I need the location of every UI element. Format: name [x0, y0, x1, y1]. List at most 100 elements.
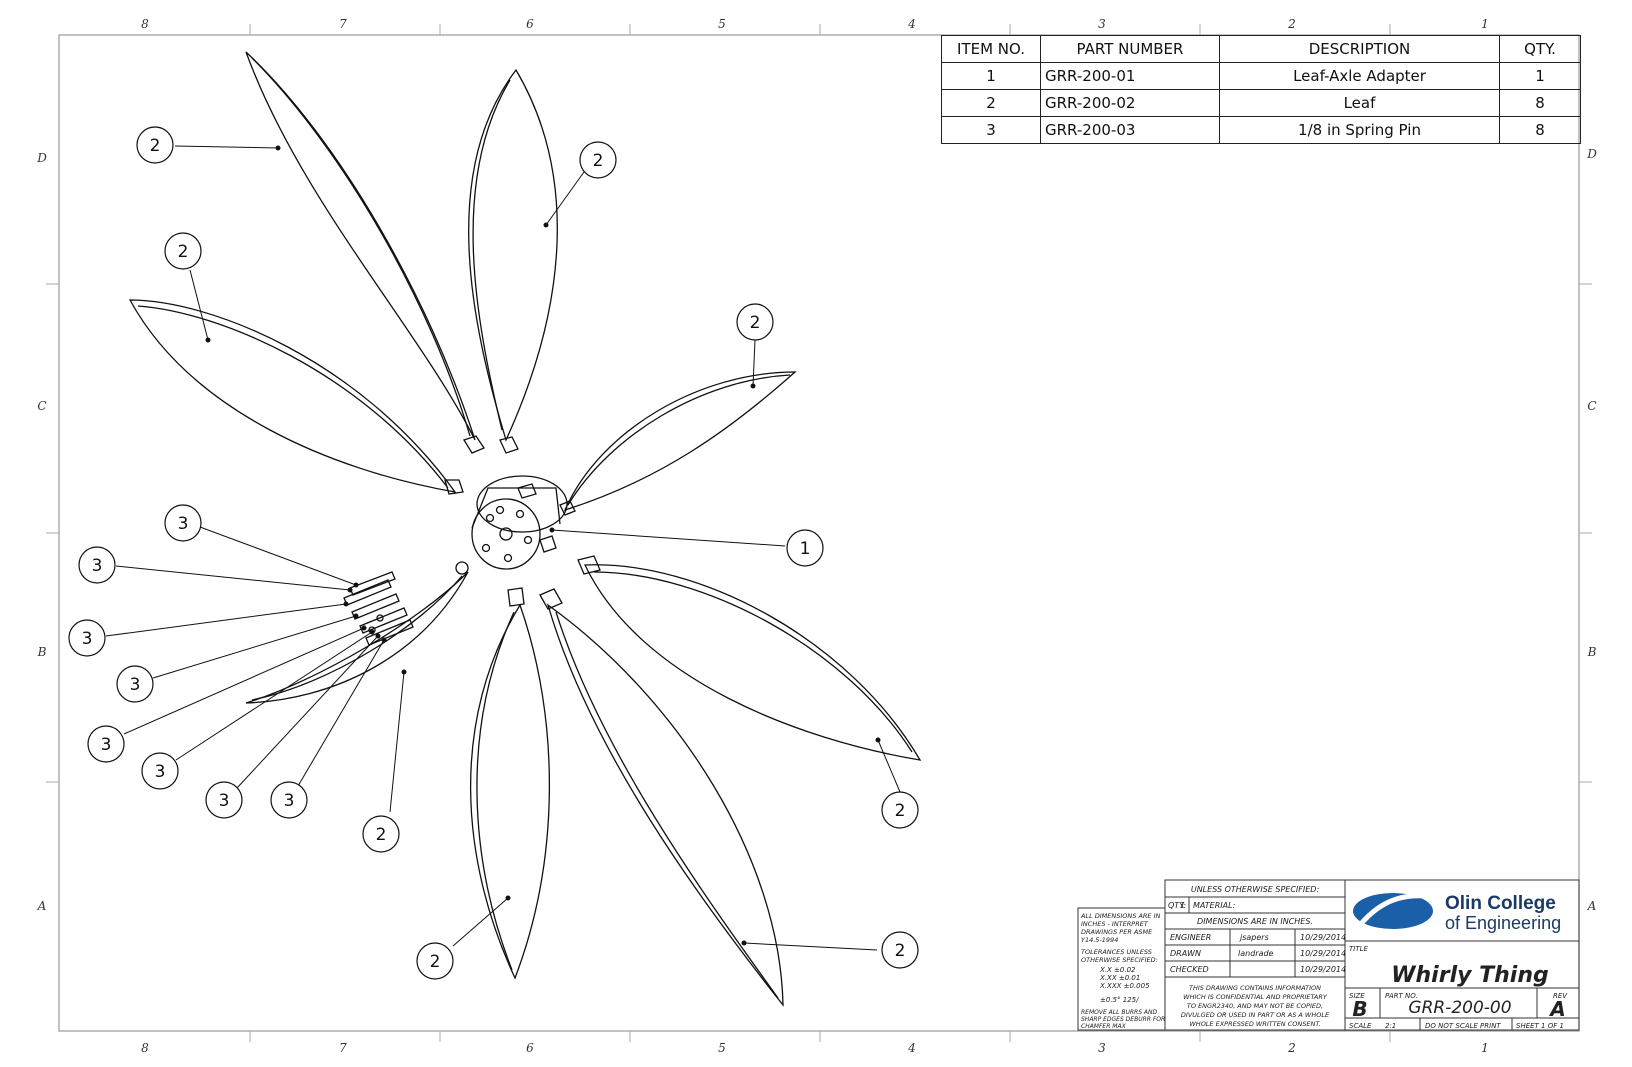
exploded-assembly [128, 51, 922, 1007]
leaf-bottom-right [539, 588, 784, 1007]
bom-header-part: PART NUMBER [1040, 35, 1220, 63]
svg-text:2: 2 [895, 801, 906, 821]
zone-labels-bottom: 8 7 6 5 4 3 2 1 [141, 1041, 1489, 1055]
zone-right-B: B [1587, 645, 1597, 659]
qty-value: 1 [1180, 901, 1185, 910]
sheet-number: SHEET 1 OF 1 [1516, 1022, 1564, 1030]
confidential-line-1: THIS DRAWING CONTAINS INFORMATION [1189, 984, 1321, 992]
engineer-date: 10/29/2014 [1300, 933, 1346, 942]
left-note-5: OTHERWISE SPECIFIED: [1081, 956, 1158, 964]
drawn-date: 10/29/2014 [1300, 949, 1346, 958]
olin-logo: Olin College of Engineering [1353, 893, 1561, 933]
bom-header-row: ITEM NO. PART NUMBER DESCRIPTION QTY. [941, 35, 1581, 63]
zone-left-C: C [37, 399, 46, 413]
balloon-leaf-8: 2 [881, 931, 919, 969]
table-row: 1 GRR-200-01 Leaf-Axle Adapter 1 [941, 62, 1581, 90]
zone-bottom-2: 2 [1287, 1041, 1296, 1055]
bom-item: 3 [941, 116, 1041, 144]
logo-line-2: of Engineering [1445, 913, 1561, 933]
size-label: SIZE [1349, 992, 1365, 1000]
zone-right-D: D [1586, 147, 1597, 161]
do-not-scale: DO NOT SCALE PRINT [1425, 1022, 1501, 1030]
balloon-leaf-4: 2 [736, 303, 774, 341]
balloon-leaf-6: 2 [881, 791, 919, 829]
svg-text:3: 3 [101, 735, 112, 755]
balloon-pin-8: 3 [270, 781, 308, 819]
svg-text:2: 2 [150, 136, 161, 156]
zone-top-3: 3 [1098, 17, 1106, 31]
zone-left-D: D [36, 151, 47, 165]
balloon-pin-3: 3 [68, 619, 106, 657]
svg-text:2: 2 [178, 242, 189, 262]
zone-bottom-7: 7 [339, 1041, 347, 1055]
scale-value: 2:1 [1385, 1022, 1396, 1030]
zone-top-2: 2 [1287, 17, 1296, 31]
table-row: 3 GRR-200-03 1/8 in Spring Pin 8 [941, 116, 1581, 144]
bom-qty: 8 [1499, 116, 1581, 144]
zone-top-8: 8 [141, 17, 149, 31]
drawing-frame [58, 34, 1580, 1032]
bom-part-number: GRR-200-02 [1040, 89, 1220, 117]
balloon-leaf-5: 2 [362, 815, 400, 853]
balloon-pin-1: 3 [164, 504, 202, 542]
title-block [1077, 879, 1580, 1031]
zone-bottom-6: 6 [526, 1041, 534, 1055]
bom-item: 2 [941, 89, 1041, 117]
checked-date: 10/29/2014 [1300, 965, 1346, 974]
left-note-4: TOLERANCES UNLESS [1081, 948, 1152, 956]
left-note-7: X.XX ±0.01 [1099, 974, 1140, 982]
balloon-adapter: 1 [786, 529, 824, 567]
svg-text:3: 3 [82, 629, 93, 649]
dimensions-note: DIMENSIONS ARE IN INCHES. [1197, 917, 1313, 926]
engineer-name: jsapers [1239, 933, 1269, 942]
title-block-text: UNLESS OTHERWISE SPECIFIED: QTY: 1 MATER… [1080, 885, 1568, 1030]
balloon-leaf-7: 2 [416, 942, 454, 980]
bom-description: Leaf [1219, 89, 1500, 117]
svg-text:3: 3 [219, 791, 230, 811]
bom-qty: 8 [1499, 89, 1581, 117]
bom-description: 1/8 in Spring Pin [1219, 116, 1500, 144]
balloon-pin-5: 3 [87, 725, 125, 763]
left-note-10: REMOVE ALL BURRS AND [1081, 1009, 1158, 1016]
zone-labels-top: 8 7 6 5 4 3 2 1 [141, 17, 1489, 31]
logo-line-1: Olin College [1445, 893, 1556, 914]
leaf-bottom-center [469, 587, 551, 980]
leaf-axle-adapter [471, 475, 568, 570]
material-label: MATERIAL: [1193, 901, 1236, 910]
zone-bottom-4: 4 [907, 1041, 916, 1055]
table-row: 2 GRR-200-02 Leaf 8 [941, 89, 1581, 117]
left-note-8: X.XXX ±0.005 [1099, 982, 1150, 990]
zone-bottom-1: 1 [1481, 1041, 1489, 1055]
bom-description: Leaf-Axle Adapter [1219, 62, 1500, 90]
balloon-pin-4: 3 [116, 665, 154, 703]
balloon-leaf-3: 2 [164, 232, 202, 270]
bom-part-number: GRR-200-03 [1040, 116, 1220, 144]
bom-part-number: GRR-200-01 [1040, 62, 1220, 90]
zone-ticks [46, 24, 1592, 1042]
confidential-line-3: TO ENGR2340, AND MAY NOT BE COPIED, [1187, 1002, 1323, 1010]
qty-label: QTY: [1168, 901, 1186, 910]
balloon-pin-2: 3 [78, 546, 116, 584]
leaf-bottom-left [245, 571, 469, 704]
olin-logo-mark [1353, 893, 1433, 929]
svg-text:2: 2 [593, 151, 604, 171]
left-note-2: DRAWINGS PER ASME [1081, 928, 1153, 936]
bom-header-item: ITEM NO. [941, 35, 1041, 63]
left-note-9: ±0.5° 125/ [1100, 996, 1139, 1004]
zone-bottom-3: 3 [1098, 1041, 1106, 1055]
balloon-leaf-1: 2 [136, 126, 174, 164]
size-value: B [1352, 997, 1367, 1021]
svg-text:3: 3 [284, 791, 295, 811]
svg-text:1: 1 [800, 539, 811, 559]
spring-pins [343, 561, 469, 646]
balloon-leaf-2: 2 [579, 141, 617, 179]
zone-labels-right: D C B A [1586, 147, 1597, 913]
zone-bottom-5: 5 [718, 1041, 726, 1055]
checked-label: CHECKED [1170, 965, 1209, 974]
confidential-line-4: DIVULGED OR USED IN PART OR AS A WHOLE [1181, 1011, 1330, 1019]
left-note-6: X.X ±0.02 [1099, 966, 1136, 974]
confidential-line-5: WHOLE EXPRESSED WRITTEN CONSENT. [1189, 1020, 1320, 1028]
zone-left-B: B [37, 645, 47, 659]
bom-item: 1 [941, 62, 1041, 90]
